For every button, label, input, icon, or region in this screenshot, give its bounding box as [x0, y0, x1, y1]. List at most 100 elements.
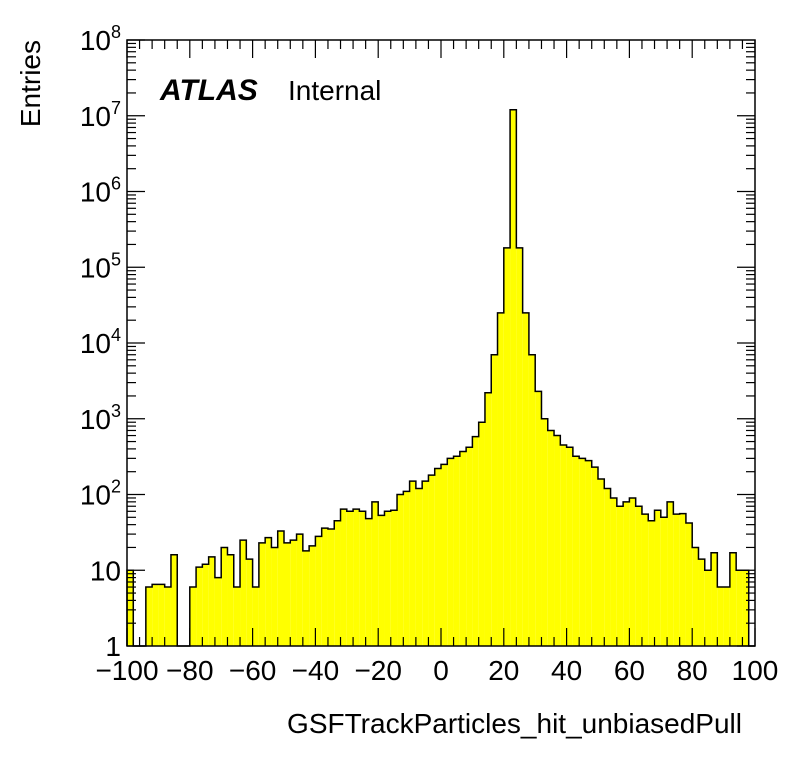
histogram-bin	[284, 542, 291, 646]
histogram-bin	[359, 511, 366, 646]
histogram-bin	[510, 109, 517, 647]
histogram-bin	[478, 422, 485, 646]
y-tick-label: 106	[80, 174, 121, 208]
histogram-bin	[290, 540, 297, 646]
histogram-bin	[403, 491, 410, 646]
histogram-bin	[679, 513, 686, 646]
histogram-bin	[240, 540, 247, 646]
histogram-bin	[673, 514, 680, 646]
histogram-bin	[572, 456, 580, 646]
x-tick-label: −40	[292, 655, 340, 686]
histogram-bin	[692, 547, 699, 646]
histogram-bin	[616, 506, 624, 646]
y-tick-label: 107	[80, 98, 121, 132]
histogram-bin	[346, 511, 354, 646]
histogram-bin	[170, 554, 178, 646]
histogram-bin	[491, 354, 498, 646]
histogram-bin	[428, 475, 435, 646]
histogram-bin	[466, 447, 473, 646]
histogram-bin	[623, 501, 630, 646]
histogram-bin	[591, 467, 598, 646]
histogram-bin	[189, 587, 197, 646]
histogram-bin	[271, 547, 278, 646]
y-tick-label: 103	[80, 401, 121, 435]
histogram-bin	[660, 517, 668, 646]
histogram-bin	[246, 559, 253, 646]
histogram-bin	[447, 458, 454, 646]
y-axis-label: Entries	[15, 40, 46, 127]
histogram-bin	[252, 587, 259, 646]
histogram-bin	[698, 559, 705, 646]
y-axis-ticks	[127, 39, 755, 647]
histogram-bin	[321, 528, 328, 646]
x-tick-label: 80	[677, 655, 708, 686]
x-axis-label: GSFTrackParticles_hit_unbiasedPull	[287, 708, 742, 739]
histogram-bin	[717, 587, 724, 646]
histogram-bin	[585, 460, 592, 646]
histogram-bin	[541, 418, 548, 646]
histogram-bin	[441, 464, 448, 646]
atlas-sublabel: Internal	[288, 75, 381, 106]
histogram-bin	[516, 247, 523, 647]
histogram-bin	[723, 587, 730, 646]
histogram-bin	[315, 536, 322, 646]
histogram-bin	[265, 537, 272, 646]
histogram-bin	[472, 436, 479, 646]
histogram-bin	[736, 570, 743, 646]
histogram-bin	[371, 501, 379, 646]
histogram-bin	[522, 312, 529, 646]
histogram-bin	[579, 458, 586, 646]
histogram-bin	[667, 501, 674, 646]
histogram-bin	[334, 520, 341, 646]
histogram-bin	[648, 520, 655, 646]
histogram-bin	[409, 481, 416, 646]
histogram-bin	[685, 523, 693, 646]
histogram-bin	[560, 445, 567, 646]
histogram-bin	[397, 494, 404, 646]
histogram-bin	[145, 587, 153, 646]
histogram-bin	[528, 354, 536, 646]
histogram-bin	[378, 515, 385, 646]
histogram-outline	[126, 109, 755, 647]
histogram-bin	[258, 542, 266, 646]
y-tick-label: 102	[80, 477, 121, 511]
x-tick-label: −20	[354, 655, 402, 686]
x-tick-label: −60	[229, 655, 277, 686]
histogram-bin	[566, 447, 573, 646]
histogram-bin	[604, 488, 611, 646]
histogram-bin	[535, 391, 542, 646]
histogram-bin	[164, 587, 171, 646]
histogram-bars	[126, 109, 755, 647]
histogram-bin	[152, 584, 159, 646]
histogram-bin	[158, 584, 165, 646]
histogram-bin	[711, 552, 718, 646]
histogram-bin	[214, 577, 222, 646]
y-axis-tick-labels: 1 10 102 103 104 105 106 107 108	[80, 22, 121, 662]
histogram-bin	[641, 514, 649, 646]
y-tick-label: 10	[90, 555, 121, 586]
x-tick-label: 40	[551, 655, 582, 686]
histogram-bin	[554, 435, 561, 646]
y-tick-label: 1	[105, 631, 121, 662]
histogram-bin	[202, 564, 209, 646]
x-tick-label: −100	[95, 655, 158, 686]
histogram-bin	[127, 570, 134, 646]
histogram-bin	[704, 570, 712, 646]
histogram-bin	[610, 497, 617, 646]
histogram-bin	[453, 456, 460, 646]
histogram-bin	[729, 552, 737, 646]
x-tick-label: 20	[488, 655, 519, 686]
histogram-bin	[415, 488, 423, 646]
histogram-bin	[208, 556, 215, 646]
x-tick-label: 0	[433, 655, 449, 686]
histogram-bin	[459, 451, 467, 646]
histogram-bin	[390, 510, 398, 646]
histogram-bin	[654, 510, 661, 646]
histogram-bin	[196, 567, 203, 646]
histogram-bin	[296, 534, 303, 646]
histogram-bin	[327, 529, 335, 646]
histogram-bin	[302, 550, 310, 646]
x-axis-tick-labels: −100 −80 −60 −40 −20 0 20 40 60 80 100	[95, 655, 778, 686]
histogram-bin	[277, 530, 284, 646]
